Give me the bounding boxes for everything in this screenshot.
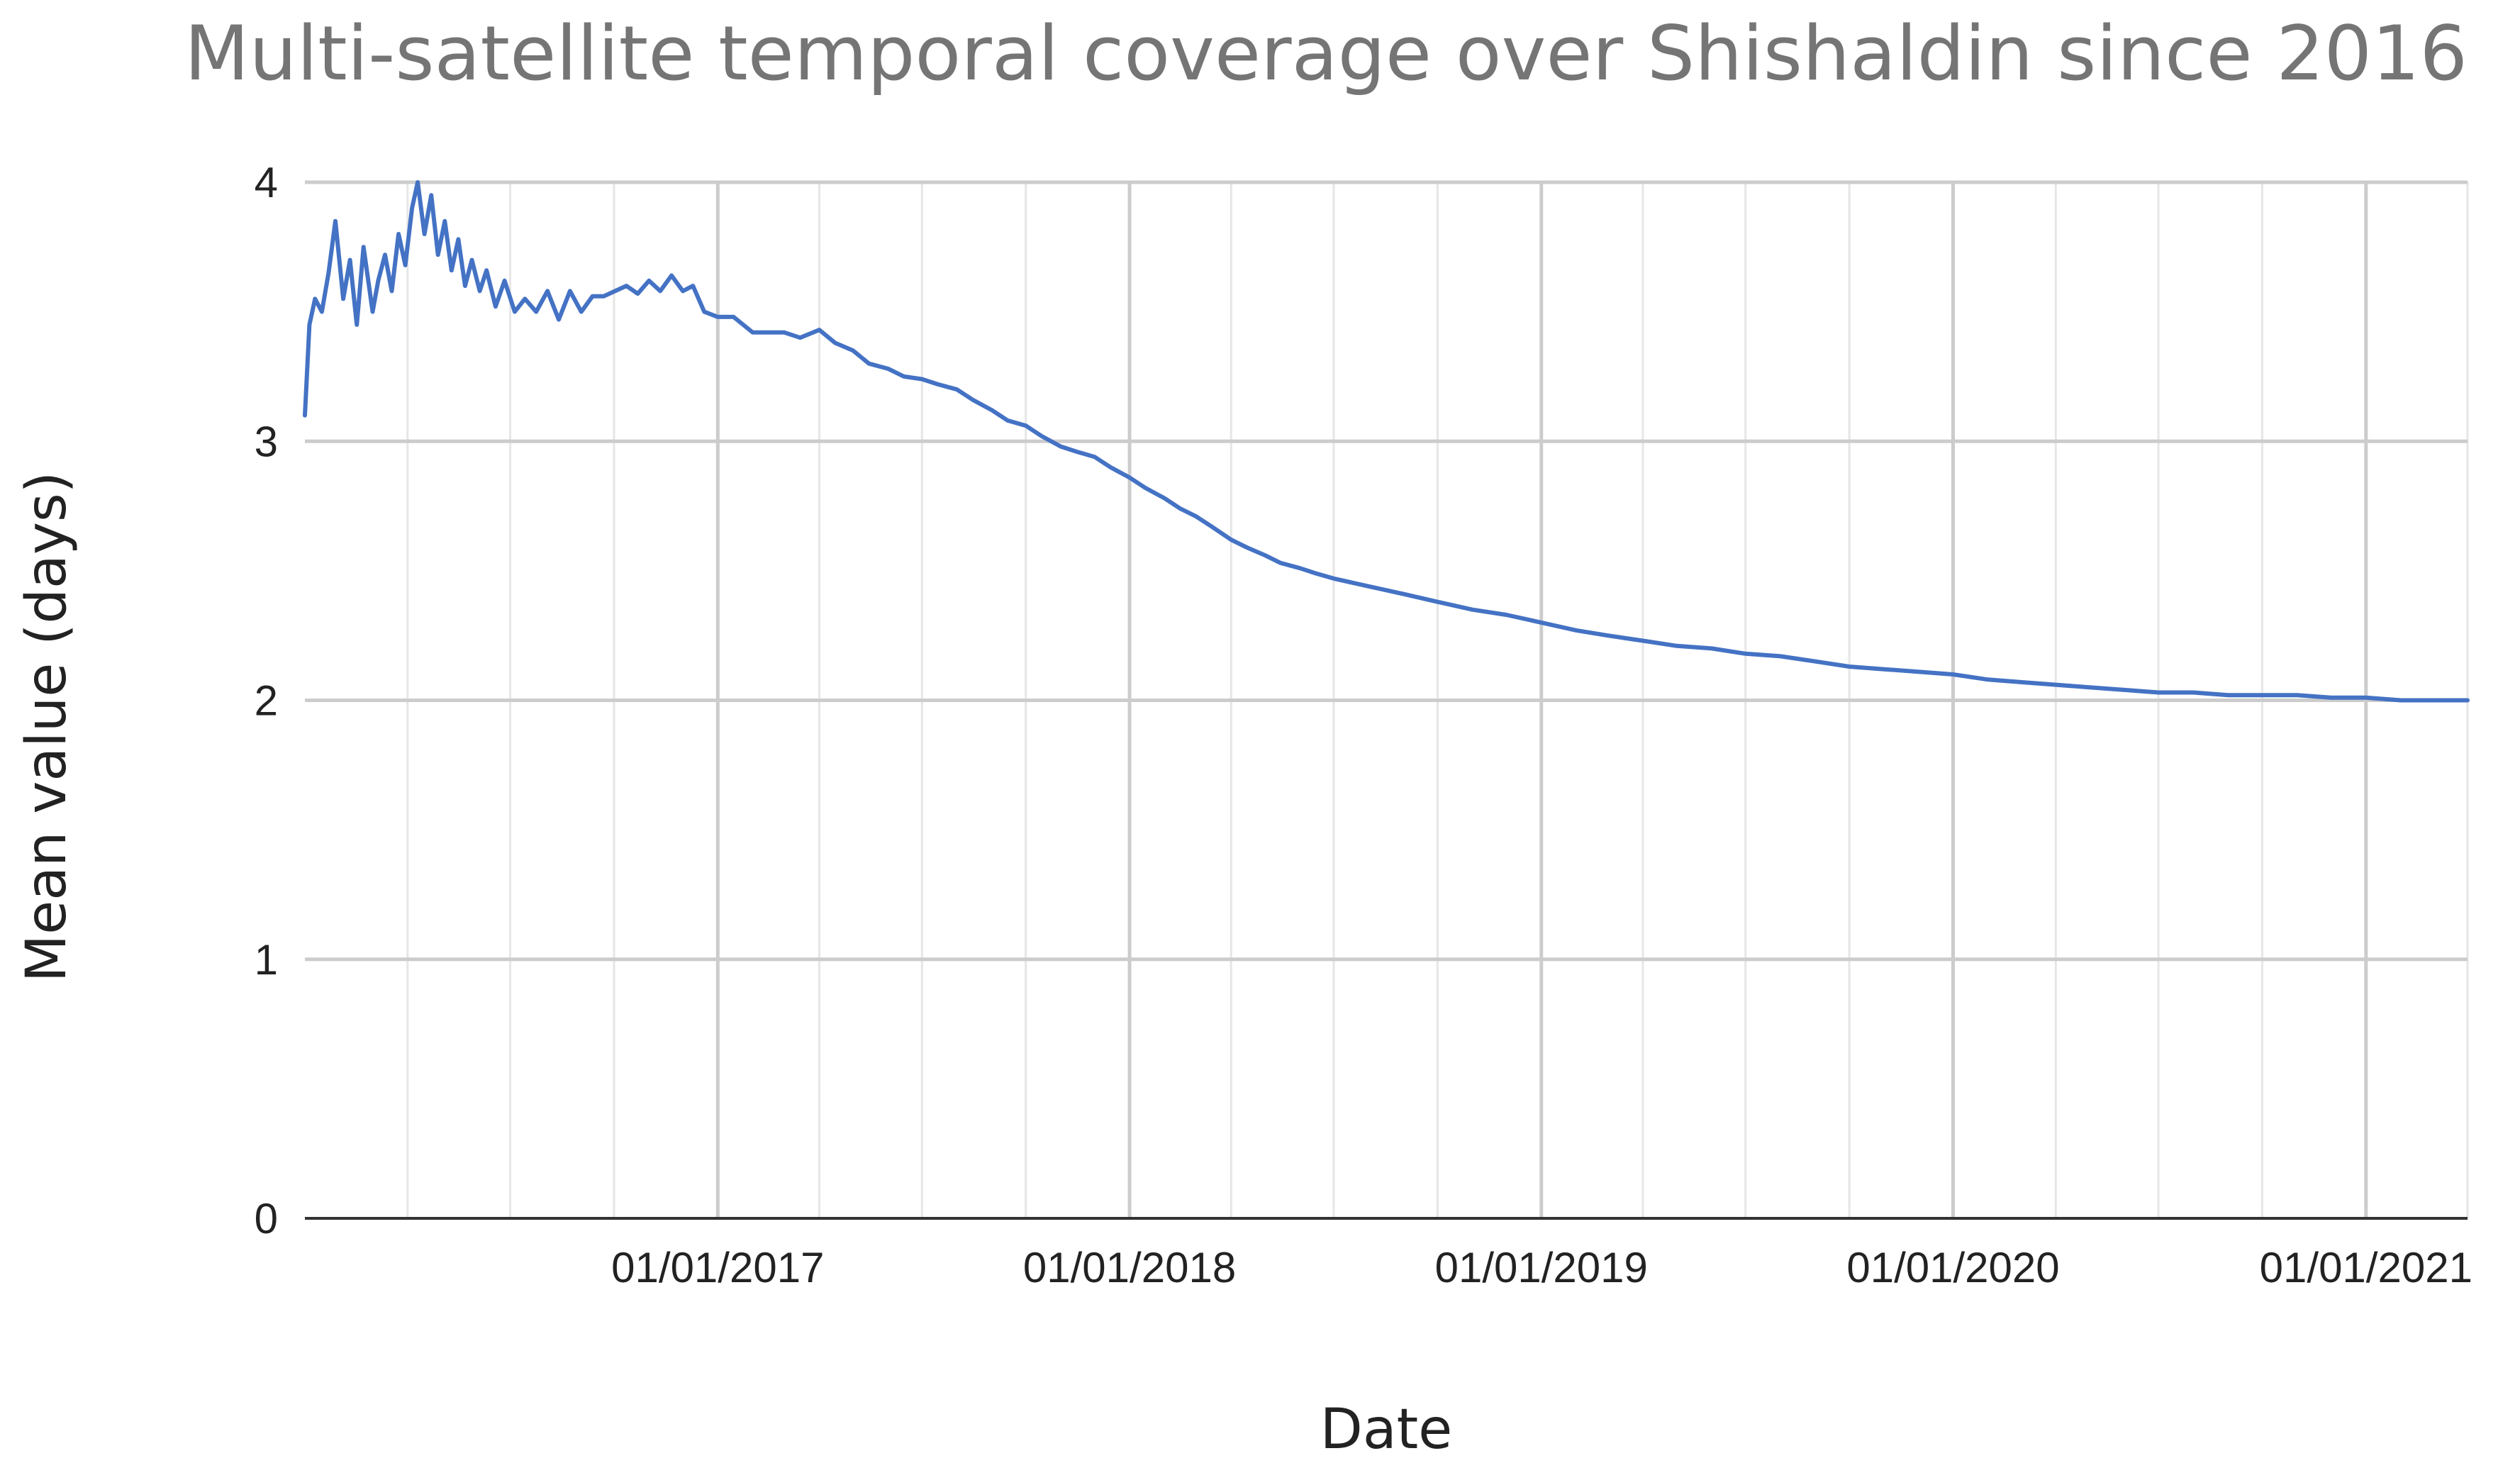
y-axis-tick-labels: 0 1 2 3 4 [255, 159, 278, 1242]
y-tick-label: 2 [255, 677, 278, 725]
y-tick-label: 3 [255, 418, 278, 465]
x-tick-label: 01/01/2018 [1023, 1244, 1236, 1291]
series-group [303, 180, 2470, 703]
y-axis-title: Mean value (days) [15, 472, 79, 982]
x-tick-label: 01/01/2017 [611, 1244, 824, 1291]
chart-title: Multi-satellite temporal coverage over S… [184, 10, 2468, 97]
series-line-0 [303, 180, 2470, 703]
x-tick-label: 01/01/2021 [2260, 1244, 2472, 1291]
x-tick-label: 01/01/2019 [1435, 1244, 1648, 1291]
x-tick-label: 01/01/2020 [1846, 1244, 2059, 1291]
y-tick-label: 4 [255, 159, 278, 206]
y-tick-label: 1 [255, 936, 278, 984]
x-axis-title: Date [1320, 1398, 1452, 1462]
y-gridlines [305, 180, 2468, 962]
x-axis-tick-labels: 01/01/2017 01/01/2018 01/01/2019 01/01/2020… [611, 1244, 2472, 1291]
y-tick-label: 0 [255, 1195, 278, 1242]
